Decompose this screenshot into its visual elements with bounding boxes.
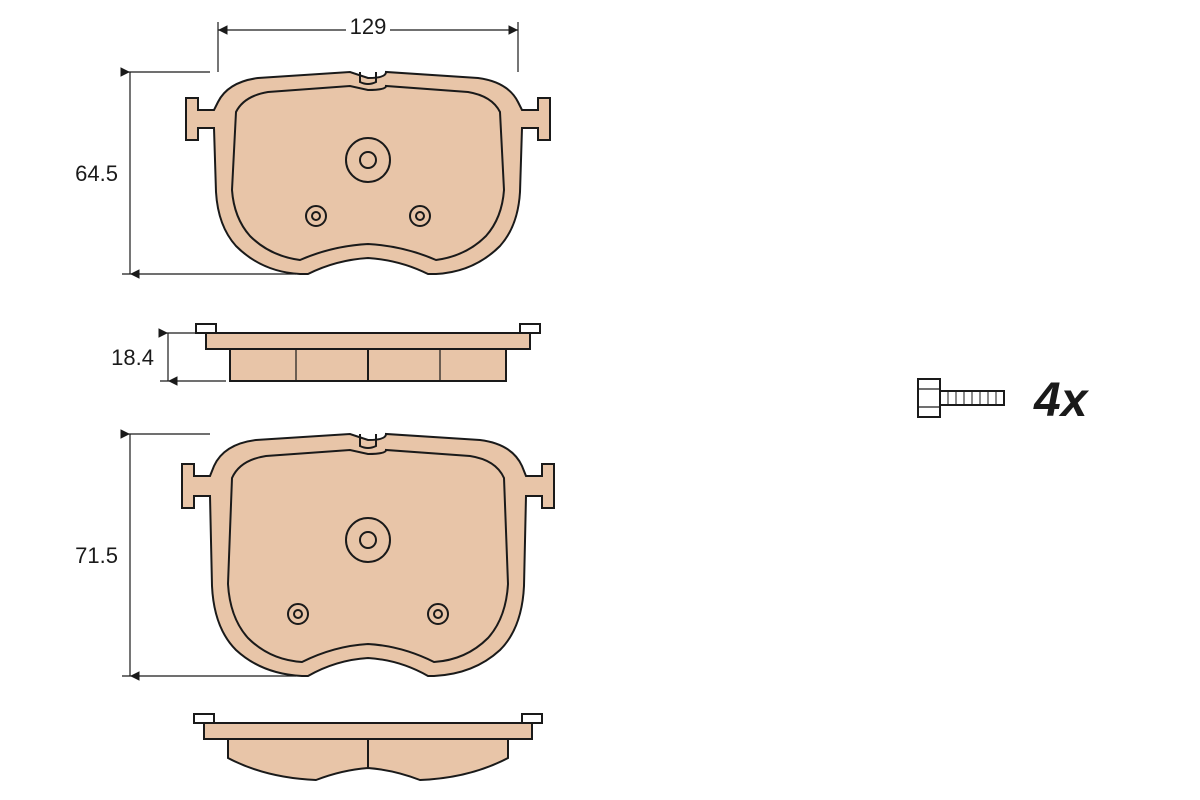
pad-top-face xyxy=(186,72,550,274)
bolt-icon xyxy=(918,379,1004,417)
dim-thickness-label: 18.4 xyxy=(111,345,154,370)
pad-bottom-face xyxy=(182,434,554,676)
dim-height-top-label: 64.5 xyxy=(75,161,118,186)
bolt-quantity-label: 4x xyxy=(1033,374,1090,427)
dimension-width: 129 xyxy=(218,14,518,72)
dim-width-label: 129 xyxy=(350,14,387,39)
pad-edge-bottom xyxy=(194,714,542,780)
pad-edge-top xyxy=(196,324,540,381)
dim-height-bottom-label: 71.5 xyxy=(75,543,118,568)
technical-drawing: 129 64.5 18.4 71.5 4x xyxy=(0,0,1200,800)
